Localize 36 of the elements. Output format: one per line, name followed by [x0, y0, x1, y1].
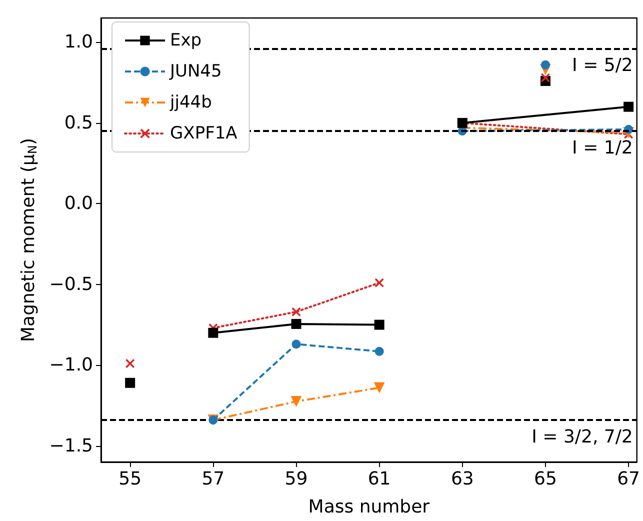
annotation: I = 3/2, 7/2 [532, 426, 633, 448]
point [290, 396, 302, 407]
x-tick-label: 65 [534, 468, 557, 490]
legend-label: GXPF1A [170, 124, 238, 144]
point [291, 318, 302, 329]
y-tick-label: −0.5 [49, 274, 93, 295]
point [208, 328, 218, 338]
y-tick-label: 1.0 [64, 32, 93, 53]
x-tick-label: 61 [368, 468, 391, 490]
legend-label: Exp [170, 30, 202, 50]
annotation: I = 5/2 [572, 55, 633, 76]
point [374, 382, 385, 394]
point [292, 340, 301, 349]
x-tick-label: 67 [617, 468, 640, 490]
y-tick-label: −1.5 [49, 435, 93, 456]
x-tick-label: 59 [284, 468, 308, 490]
point [374, 278, 384, 288]
point [624, 102, 634, 112]
x-tick-label: 55 [118, 468, 142, 490]
point [292, 307, 301, 316]
point [125, 378, 136, 388]
point [374, 320, 384, 330]
y-tick-label: −1.0 [49, 354, 93, 376]
y-tick-label: 0.0 [64, 193, 93, 214]
x-tick-label: 63 [450, 468, 474, 490]
point [540, 60, 550, 70]
y-tick-label: 0.5 [64, 112, 93, 134]
x-tick-label: 57 [202, 468, 225, 490]
x-axis-title: Mass number [308, 496, 430, 518]
y-axis-title: Magnetic moment (μN) [18, 138, 40, 342]
point [540, 73, 550, 82]
point [374, 346, 384, 356]
point [126, 359, 135, 368]
legend-label: JUN45 [169, 62, 222, 82]
annotation: I = 1/2 [572, 138, 633, 159]
legend-label: jj44b [169, 92, 212, 112]
